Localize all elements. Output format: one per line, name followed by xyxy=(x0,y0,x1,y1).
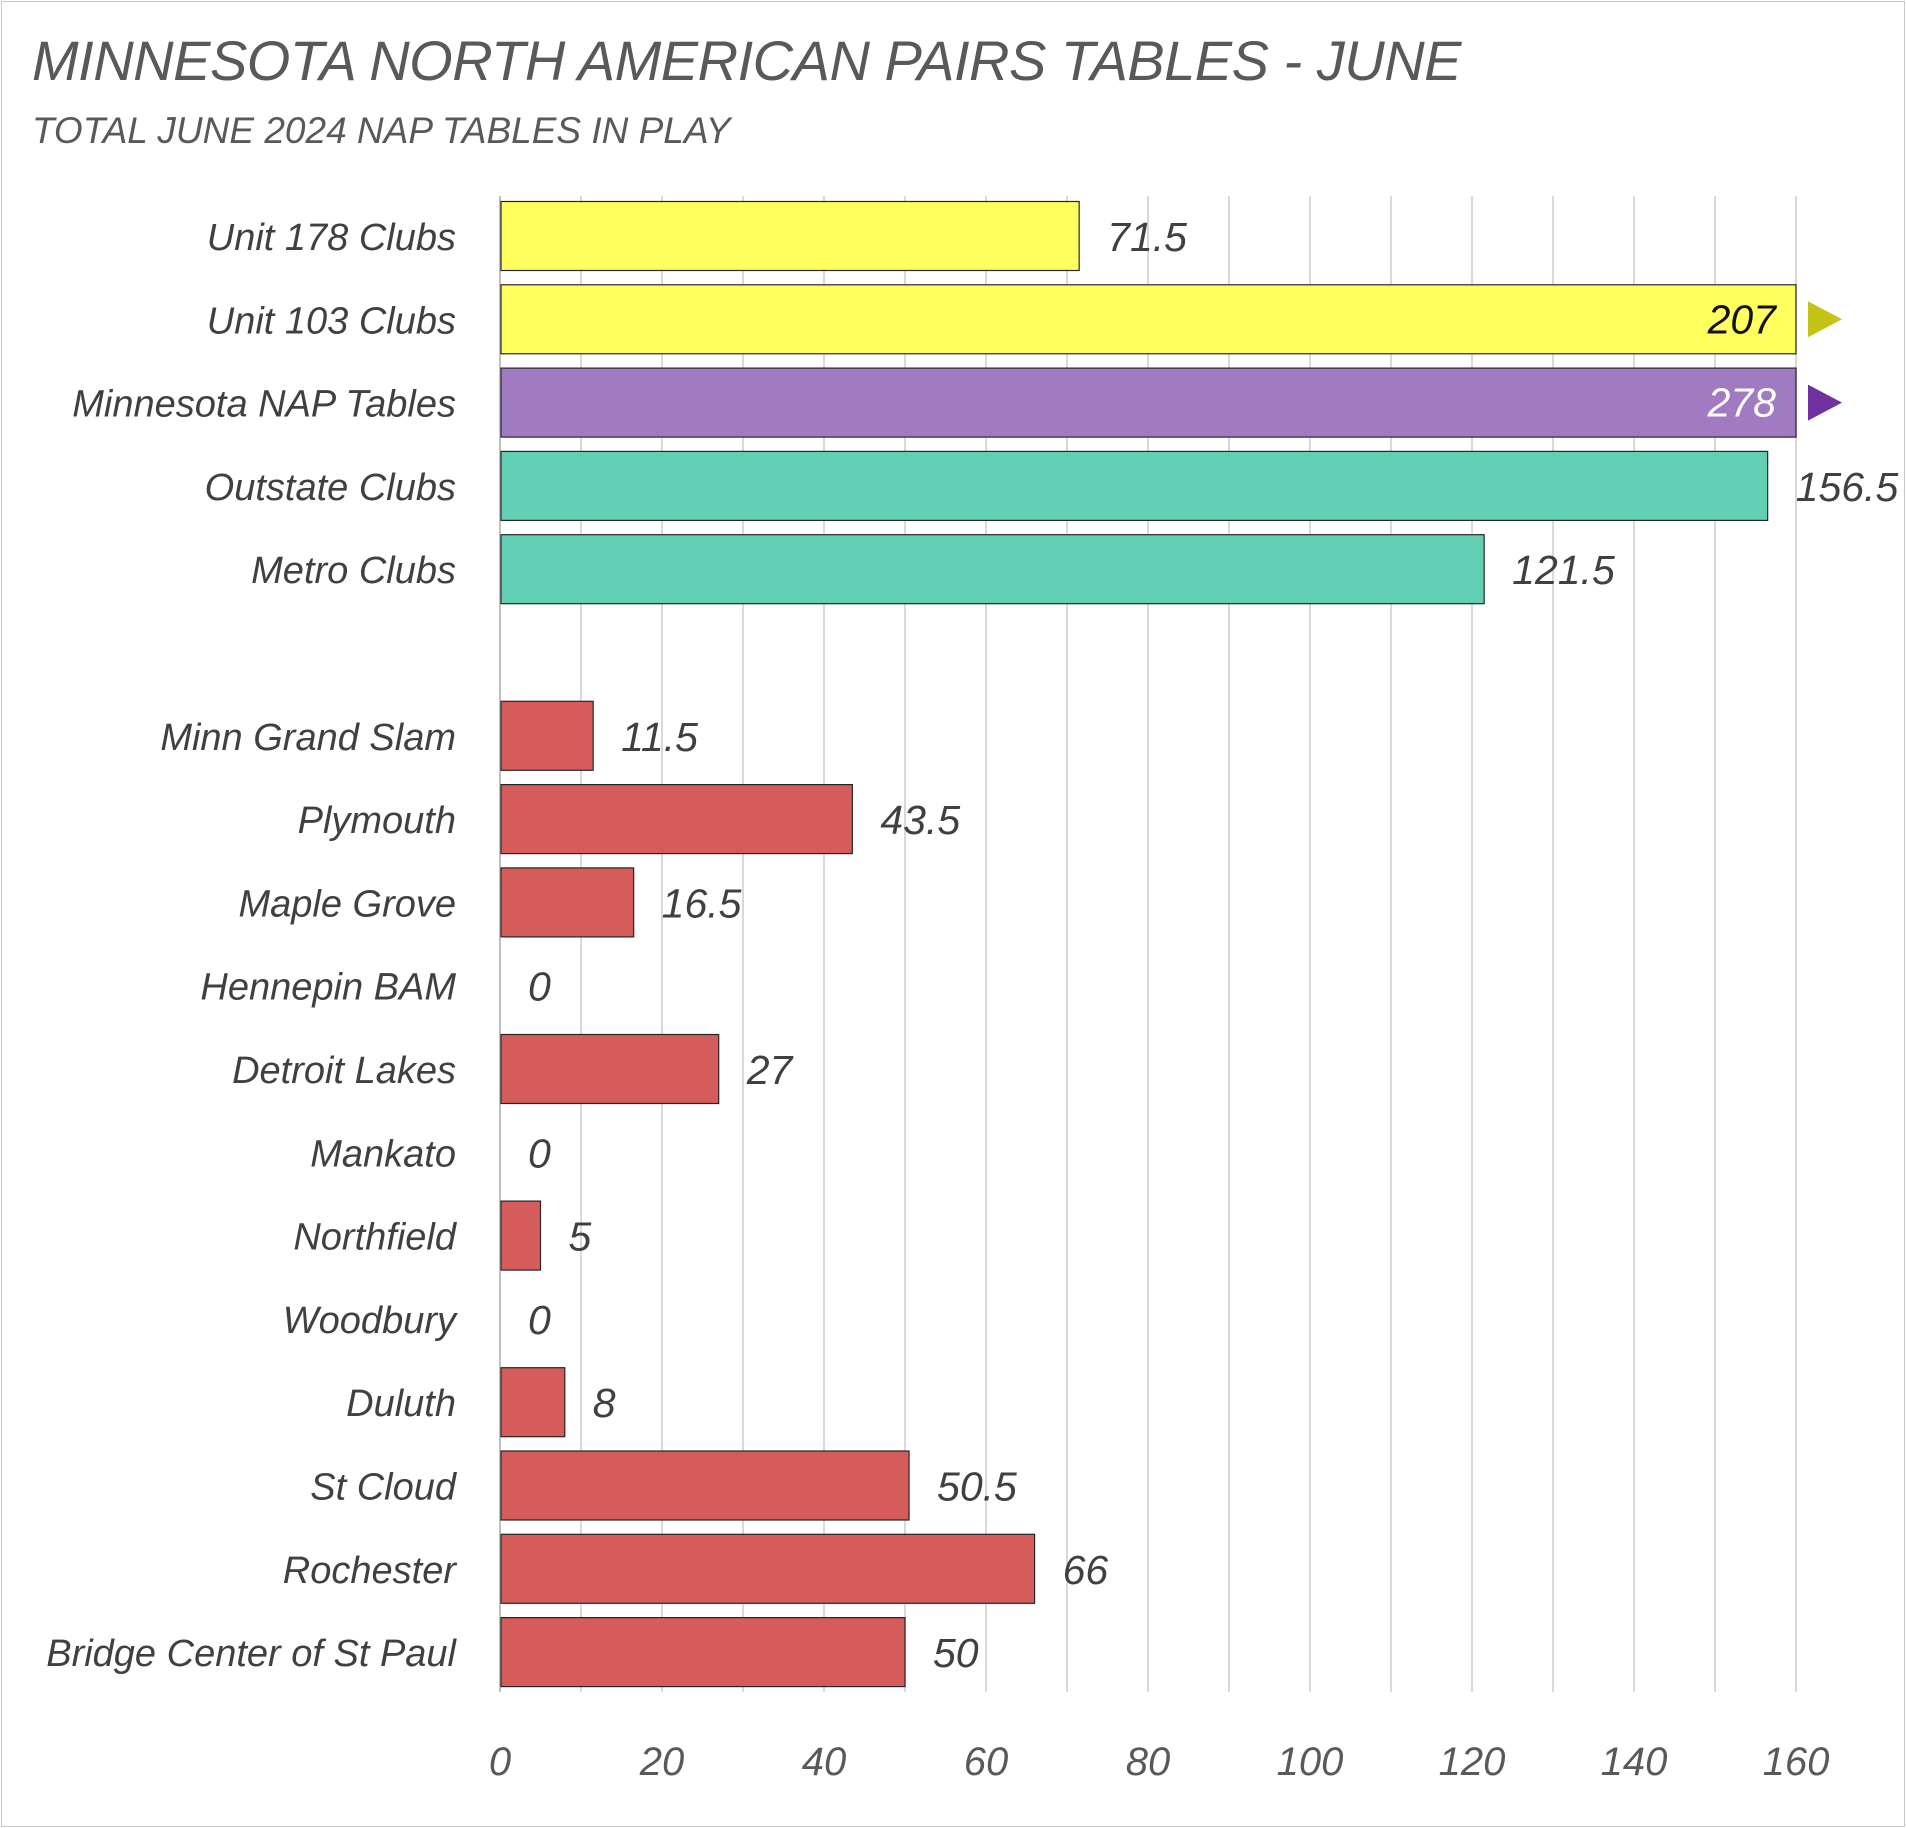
x-tick-label: 20 xyxy=(639,1740,685,1784)
data-label: 0 xyxy=(528,964,551,1010)
bar xyxy=(500,783,853,855)
category-label: Woodbury xyxy=(283,1300,458,1342)
category-label: St Cloud xyxy=(310,1467,458,1509)
data-label: 66 xyxy=(1063,1547,1109,1593)
bar xyxy=(500,284,1797,355)
category-label: Unit 103 Clubs xyxy=(207,300,456,342)
category-label: Hennepin BAM xyxy=(200,967,456,1009)
category-label: Rochester xyxy=(283,1550,458,1592)
category-label: Northfield xyxy=(293,1217,457,1259)
bar xyxy=(500,534,1485,605)
bar xyxy=(500,367,1797,438)
data-label: 207 xyxy=(1707,296,1779,342)
category-label: Unit 178 Clubs xyxy=(207,217,456,259)
data-label: 11.5 xyxy=(621,714,698,760)
category-label: Metro Clubs xyxy=(251,550,456,592)
bar xyxy=(500,1450,910,1521)
data-label: 156.5 xyxy=(1796,464,1899,510)
category-label: Plymouth xyxy=(298,800,456,842)
data-label: 71.5 xyxy=(1107,214,1187,260)
x-tick-label: 40 xyxy=(802,1740,847,1784)
data-label: 8 xyxy=(593,1380,616,1426)
overflow-arrow-icon xyxy=(1808,301,1842,338)
bar xyxy=(500,700,594,771)
category-label: Maple Grove xyxy=(238,883,456,925)
data-label: 0 xyxy=(528,1297,551,1343)
data-label: 50 xyxy=(933,1630,979,1676)
overflow-arrow-icon xyxy=(1808,384,1842,421)
bar xyxy=(500,1033,720,1105)
category-label: Outstate Clubs xyxy=(205,467,456,509)
bar xyxy=(500,867,635,938)
category-label: Detroit Lakes xyxy=(232,1050,456,1092)
bar xyxy=(500,1616,906,1688)
data-label: 27 xyxy=(746,1047,795,1093)
data-label: 121.5 xyxy=(1512,547,1615,593)
bar xyxy=(500,450,1769,521)
data-label: 16.5 xyxy=(662,880,742,926)
bar xyxy=(500,1533,1036,1604)
bar xyxy=(500,200,1080,272)
category-label: Bridge Center of St Paul xyxy=(46,1633,457,1675)
category-label: Mankato xyxy=(310,1133,456,1175)
data-label: 278 xyxy=(1707,380,1777,426)
x-tick-label: 100 xyxy=(1277,1740,1344,1784)
data-label: 0 xyxy=(528,1130,551,1176)
chart-subtitle: TOTAL JUNE 2024 NAP TABLES IN PLAY xyxy=(32,110,731,151)
x-tick-label: 60 xyxy=(964,1740,1009,1784)
bar xyxy=(500,1367,566,1438)
chart-title: MINNESOTA NORTH AMERICAN PAIRS TABLES - … xyxy=(32,29,1462,92)
x-tick-label: 80 xyxy=(1126,1740,1171,1784)
data-label: 50.5 xyxy=(937,1464,1017,1510)
category-label: Minnesota NAP Tables xyxy=(72,384,456,426)
category-label: Duluth xyxy=(346,1383,456,1425)
x-tick-label: 0 xyxy=(489,1740,511,1784)
category-label: Minn Grand Slam xyxy=(160,717,456,759)
bar xyxy=(500,1200,542,1271)
x-tick-label: 120 xyxy=(1439,1740,1506,1784)
data-label: 43.5 xyxy=(880,797,960,843)
x-tick-label: 160 xyxy=(1763,1740,1830,1784)
data-label: 5 xyxy=(569,1214,592,1260)
x-tick-label: 140 xyxy=(1601,1740,1668,1784)
